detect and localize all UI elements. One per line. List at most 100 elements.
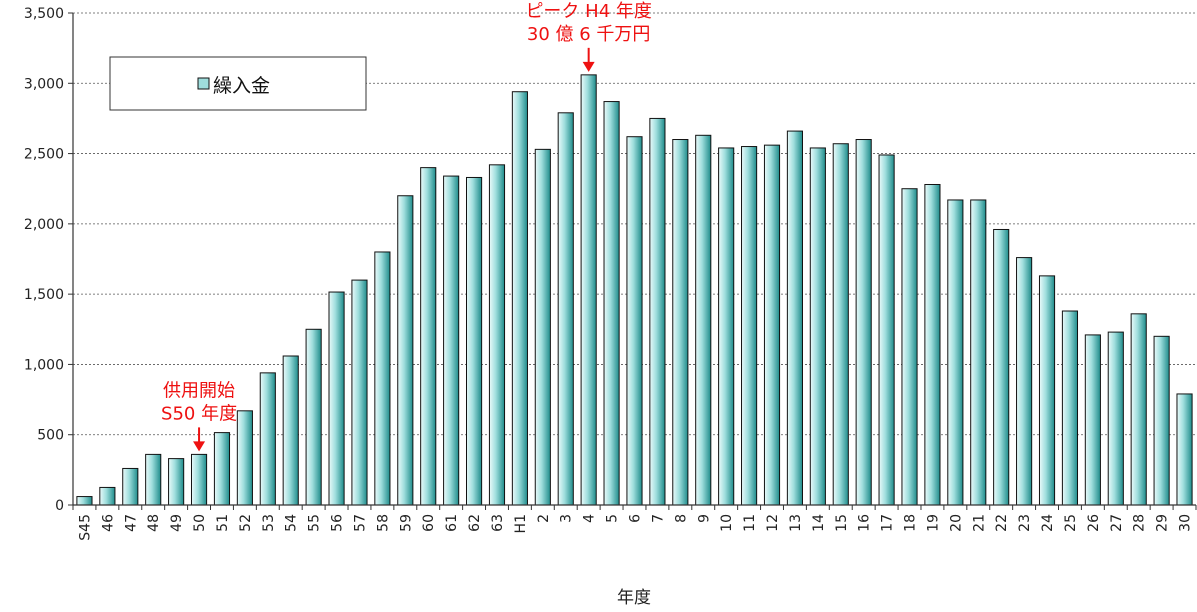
- x-tick-label: 48: [146, 514, 162, 532]
- bar: [557, 112, 574, 506]
- y-tick-label: 3,500: [24, 6, 64, 22]
- bar: [397, 195, 414, 506]
- y-axis-tick-labels: 0 500 1,000 1,500 2,000 2,500 3,000 3,500: [24, 6, 64, 514]
- x-tick-label: 30: [1178, 514, 1194, 532]
- bar: [305, 328, 322, 506]
- annotation-label: 30 億 6 千万円: [527, 24, 651, 45]
- x-tick-label: 18: [903, 514, 919, 532]
- bar: [374, 251, 391, 506]
- annotation-label: 供用開始: [163, 380, 235, 401]
- legend-swatch: [197, 77, 210, 90]
- bar: [351, 279, 368, 506]
- x-tick-label: 17: [880, 514, 896, 532]
- bar: [649, 117, 666, 506]
- x-tick-label: S45: [77, 514, 93, 541]
- x-tick-label: H1: [513, 514, 529, 533]
- bar: [168, 458, 185, 506]
- bar: [580, 74, 597, 506]
- bar: [901, 188, 918, 506]
- bar: [672, 139, 689, 506]
- x-tick-label: 15: [834, 514, 850, 532]
- bar: [763, 144, 781, 506]
- x-tick-label: 8: [673, 514, 689, 523]
- bar: [626, 136, 643, 506]
- annotation-label: ピーク H4 年度: [525, 1, 651, 22]
- x-tick-label: 49: [169, 514, 185, 532]
- bar: [76, 496, 93, 506]
- y-tick-label: 0: [55, 498, 64, 514]
- bar: [99, 486, 116, 506]
- bar: [328, 291, 345, 506]
- bar: [282, 355, 299, 506]
- bar: [695, 134, 712, 506]
- bar: [259, 372, 276, 506]
- x-tick-label: 58: [375, 514, 391, 532]
- legend-label: 繰入金: [213, 75, 270, 97]
- legend-box: [109, 56, 367, 111]
- x-tick-label: 28: [1132, 514, 1148, 532]
- bar: [947, 199, 964, 506]
- bar: [1084, 334, 1101, 506]
- x-tick-label: 60: [421, 514, 437, 532]
- axes: [72, 13, 1197, 510]
- annotation-arrow-head: [193, 441, 206, 452]
- y-tick-label: 3,000: [24, 76, 64, 92]
- x-tick-label: 20: [948, 514, 964, 532]
- legend: 繰入金: [109, 56, 367, 111]
- x-tick-label: 26: [1086, 514, 1102, 532]
- y-tick-label: 1,000: [24, 357, 64, 373]
- x-tick-label: 13: [788, 514, 804, 532]
- x-tick-label: 54: [284, 514, 300, 532]
- bar: [122, 467, 139, 506]
- bar: [993, 228, 1010, 506]
- x-tick-label: 11: [742, 514, 758, 532]
- x-tick-label: 53: [261, 514, 277, 532]
- bar: [488, 164, 506, 506]
- x-tick-label: 7: [650, 514, 666, 523]
- x-axis-label: 年度: [617, 588, 651, 608]
- x-tick-label: 22: [994, 514, 1010, 532]
- bar: [190, 453, 208, 506]
- x-tick-label: 12: [765, 514, 781, 532]
- bar: [718, 147, 735, 506]
- x-tick-label: 16: [857, 514, 873, 532]
- x-tick-label: 50: [192, 514, 208, 532]
- x-tick-label: 56: [330, 514, 346, 532]
- x-tick-label: 5: [605, 514, 621, 523]
- bar: [924, 183, 941, 506]
- bar: [878, 154, 895, 506]
- y-tick-label: 2,000: [24, 217, 64, 233]
- x-axis-tick-labels: S45 46 47 48 49 50 51 52 53 54 55 56 57 58 59 60 61 62 63 H…: [77, 514, 1193, 541]
- bar: [855, 139, 872, 506]
- bar: [1061, 310, 1079, 506]
- x-tick-label: 57: [352, 514, 368, 532]
- bar: [786, 130, 803, 506]
- bar: [420, 167, 437, 506]
- bar: [443, 175, 460, 506]
- x-tick-label: 3: [559, 514, 575, 523]
- bar: [809, 147, 826, 506]
- bar: [213, 432, 231, 506]
- bar: [534, 148, 551, 506]
- bar: [466, 176, 483, 506]
- y-tick-label: 2,500: [24, 147, 64, 163]
- bar: [1016, 257, 1033, 506]
- x-tick-label: 19: [925, 514, 941, 532]
- x-tick-label: 21: [971, 514, 987, 532]
- x-tick-label: 9: [696, 514, 712, 523]
- x-tick-label: 23: [1017, 514, 1033, 532]
- bar: [511, 91, 528, 506]
- bar: [1038, 275, 1056, 506]
- x-tick-label: 25: [1063, 514, 1079, 532]
- annotation-arrow-head: [582, 61, 595, 72]
- x-tick-label: 10: [719, 514, 735, 532]
- x-tick-label: 46: [100, 514, 116, 532]
- x-tick-label: 62: [467, 514, 483, 532]
- bar: [145, 453, 162, 506]
- y-tick-label: 500: [37, 428, 64, 444]
- x-tick-label: 59: [398, 514, 414, 532]
- x-tick-label: 2: [536, 514, 552, 523]
